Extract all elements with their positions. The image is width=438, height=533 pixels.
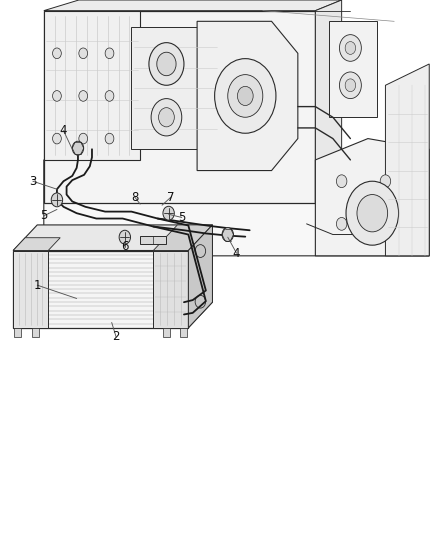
Polygon shape <box>13 251 188 328</box>
Circle shape <box>105 133 114 144</box>
Circle shape <box>339 72 361 99</box>
Circle shape <box>51 193 63 207</box>
Text: 4: 4 <box>233 247 240 260</box>
Text: 7: 7 <box>167 191 175 204</box>
Polygon shape <box>140 236 166 244</box>
Polygon shape <box>44 11 315 203</box>
Polygon shape <box>188 225 212 328</box>
Polygon shape <box>188 225 212 328</box>
Circle shape <box>105 48 114 59</box>
Polygon shape <box>315 0 342 203</box>
Circle shape <box>195 295 206 308</box>
Text: 3: 3 <box>29 175 36 188</box>
Circle shape <box>345 42 356 54</box>
Circle shape <box>357 195 388 232</box>
Circle shape <box>157 52 176 76</box>
Polygon shape <box>385 64 429 256</box>
Circle shape <box>149 43 184 85</box>
Circle shape <box>336 175 347 188</box>
Circle shape <box>159 108 174 127</box>
Circle shape <box>346 181 399 245</box>
Circle shape <box>79 91 88 101</box>
Circle shape <box>228 75 263 117</box>
Polygon shape <box>328 21 377 117</box>
Circle shape <box>119 230 131 244</box>
Polygon shape <box>197 21 298 171</box>
Polygon shape <box>44 0 342 11</box>
Circle shape <box>79 133 88 144</box>
Circle shape <box>336 217 347 230</box>
Polygon shape <box>131 27 219 149</box>
Polygon shape <box>13 238 60 251</box>
Circle shape <box>380 175 391 188</box>
Text: 1: 1 <box>33 279 41 292</box>
Polygon shape <box>32 328 39 337</box>
Polygon shape <box>13 225 212 251</box>
Polygon shape <box>153 225 212 251</box>
Text: 8: 8 <box>131 191 138 204</box>
Circle shape <box>237 86 253 106</box>
Circle shape <box>105 91 114 101</box>
Text: 5: 5 <box>40 209 47 222</box>
Circle shape <box>53 91 61 101</box>
Circle shape <box>53 133 61 144</box>
Text: 2: 2 <box>112 330 120 343</box>
Circle shape <box>215 59 276 133</box>
Polygon shape <box>44 11 140 160</box>
Circle shape <box>222 228 233 241</box>
Circle shape <box>195 245 206 257</box>
Text: 5: 5 <box>178 211 185 224</box>
Polygon shape <box>14 328 21 337</box>
Polygon shape <box>163 328 170 337</box>
Circle shape <box>163 206 174 220</box>
Circle shape <box>72 141 84 155</box>
Circle shape <box>380 217 391 230</box>
Circle shape <box>339 35 361 61</box>
Circle shape <box>151 99 182 136</box>
Circle shape <box>79 48 88 59</box>
Polygon shape <box>13 251 48 328</box>
Text: 4: 4 <box>60 124 67 137</box>
Polygon shape <box>44 160 429 256</box>
Text: 6: 6 <box>121 240 129 253</box>
Circle shape <box>345 79 356 92</box>
Circle shape <box>53 48 61 59</box>
Polygon shape <box>153 251 188 328</box>
Polygon shape <box>315 139 429 256</box>
Polygon shape <box>180 328 187 337</box>
